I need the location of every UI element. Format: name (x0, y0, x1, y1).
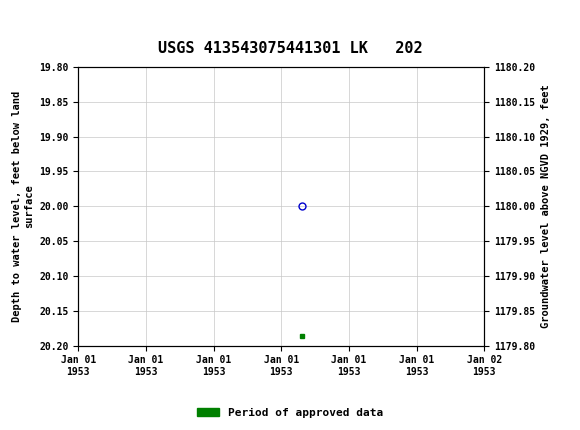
Legend: Period of approved data: Period of approved data (193, 403, 387, 422)
Y-axis label: Depth to water level, feet below land
surface: Depth to water level, feet below land su… (12, 91, 34, 322)
Text: USGS 413543075441301 LK   202: USGS 413543075441301 LK 202 (158, 41, 422, 56)
Text: ≡USGS: ≡USGS (3, 8, 63, 23)
Y-axis label: Groundwater level above NGVD 1929, feet: Groundwater level above NGVD 1929, feet (541, 85, 550, 328)
